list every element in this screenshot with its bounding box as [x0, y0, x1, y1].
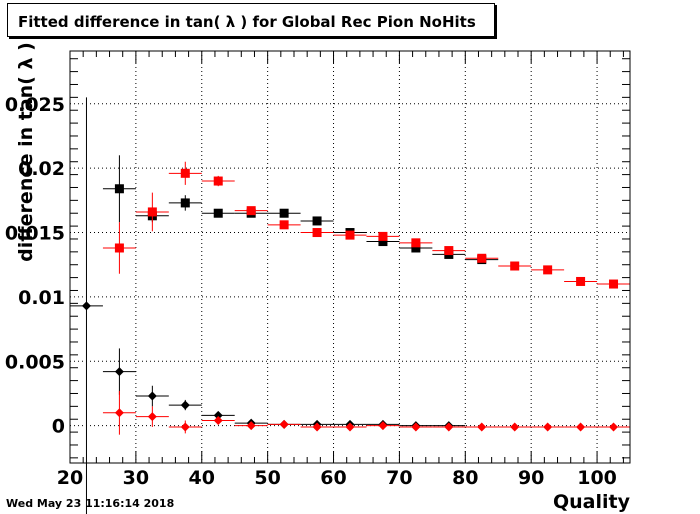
data-point-diamond	[609, 422, 619, 432]
data-point-diamond	[114, 408, 124, 418]
x-tick-label: 50	[254, 467, 280, 489]
data-point-diamond	[279, 419, 289, 429]
data-point-diamond	[147, 391, 157, 401]
data-point-diamond	[576, 422, 586, 432]
data-point-square	[180, 168, 190, 178]
data-point-square	[213, 176, 223, 186]
data-point-square	[114, 243, 124, 253]
data-layer	[70, 97, 630, 514]
data-point-square	[213, 208, 223, 218]
data-point-square	[279, 208, 289, 218]
series-1	[102, 161, 630, 289]
y-tick-label: 0.025	[5, 94, 65, 116]
data-point-square	[147, 207, 157, 217]
data-point-diamond	[378, 421, 388, 431]
data-point-square	[312, 216, 322, 226]
data-point-diamond	[411, 422, 421, 432]
data-point-diamond	[114, 367, 124, 377]
data-point-diamond	[543, 422, 553, 432]
plot-frame	[69, 50, 631, 464]
data-point-square	[609, 279, 619, 289]
x-axis-label: Quality	[553, 491, 630, 513]
grid-layer	[69, 51, 630, 463]
series-3	[102, 390, 630, 435]
data-point-square	[444, 246, 454, 256]
x-tick-label: 80	[452, 467, 478, 489]
x-tick-label: 90	[518, 467, 544, 489]
x-tick-label: 40	[189, 467, 215, 489]
y-tick-label: 0.01	[18, 287, 65, 309]
x-tick-label: 20	[57, 467, 83, 489]
timestamp: Wed May 23 11:16:14 2018	[6, 497, 175, 510]
y-axis-label: difference in tan( λ )	[15, 42, 37, 262]
data-point-diamond	[147, 412, 157, 422]
y-tick-label: 0	[52, 416, 65, 438]
x-tick-label: 70	[386, 467, 412, 489]
data-point-square	[576, 276, 586, 286]
data-point-diamond	[180, 400, 190, 410]
data-point-square	[477, 253, 487, 263]
data-point-square	[345, 230, 355, 240]
data-point-square	[411, 243, 421, 253]
data-point-square	[378, 231, 388, 241]
data-point-diamond	[510, 422, 520, 432]
data-point-diamond	[180, 422, 190, 432]
data-point-square	[411, 238, 421, 248]
x-tick-label: 60	[320, 467, 346, 489]
y-tick-label: 0.005	[5, 351, 65, 373]
data-point-square	[246, 206, 256, 216]
data-point-square	[279, 220, 289, 230]
x-tick-label: 30	[123, 467, 149, 489]
data-point-diamond	[444, 422, 454, 432]
y-tick-label: 0.015	[5, 223, 65, 245]
data-point-square	[510, 261, 520, 271]
data-point-diamond	[213, 410, 223, 420]
title-box: Fitted difference in tan( λ ) for Global…	[7, 3, 495, 37]
data-point-square	[114, 184, 124, 194]
data-point-diamond	[477, 422, 487, 432]
y-tick-label: 0.02	[18, 158, 65, 180]
data-point-square	[543, 265, 553, 275]
data-point-diamond	[312, 422, 322, 432]
data-point-diamond	[345, 422, 355, 432]
data-point-square	[180, 198, 190, 208]
data-point-diamond	[213, 416, 223, 426]
data-point-diamond	[246, 421, 256, 431]
data-point-diamond	[81, 301, 91, 311]
data-point-square	[378, 237, 388, 247]
axis-layer: 20 30 40 50 60 70 80 90 100 0 0.005 0.01 0.015 0.02 0.…	[5, 51, 630, 489]
series-0	[102, 155, 499, 265]
chart-title: Fitted difference in tan( λ ) for Global…	[18, 13, 476, 31]
data-point-square	[312, 228, 322, 238]
x-tick-label: 100	[577, 467, 617, 489]
